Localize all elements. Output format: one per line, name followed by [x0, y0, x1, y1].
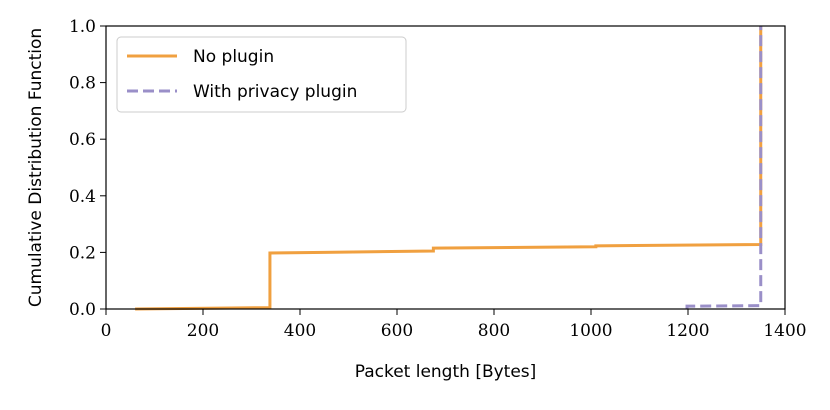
x-tick-label: 400 [284, 321, 316, 341]
y-axis-ticks: 0.0 0.2 0.4 0.6 0.8 1.0 [69, 17, 106, 320]
x-tick-label: 0 [101, 321, 112, 341]
y-tick-label: 0.0 [69, 300, 96, 320]
y-tick-label: 0.8 [69, 74, 96, 94]
x-axis-ticks: 0 200 400 600 800 1000 1200 1400 [101, 309, 807, 341]
y-tick-label: 0.6 [69, 130, 96, 150]
y-tick-label: 0.2 [69, 243, 96, 263]
legend-label-no-plugin: No plugin [193, 47, 274, 67]
legend-box [116, 36, 407, 113]
plot-frame [105, 25, 786, 310]
x-tick-label: 1000 [569, 321, 612, 341]
plot-area [135, 26, 763, 311]
y-axis-title: Cumulative Distribution Function [26, 28, 46, 307]
x-tick-label: 800 [478, 321, 510, 341]
x-tick-label: 600 [381, 321, 413, 341]
legend-label-with-privacy-plugin: With privacy plugin [193, 82, 357, 102]
series-line-no-plugin [135, 26, 763, 311]
legend: No plugin With privacy plugin [116, 36, 407, 113]
x-tick-label: 1200 [666, 321, 709, 341]
series-line-with-privacy-plugin [685, 26, 763, 309]
x-tick-label: 1400 [763, 321, 806, 341]
y-tick-label: 1.0 [69, 17, 96, 37]
y-tick-label: 0.4 [69, 187, 96, 207]
x-axis-title: Packet length [Bytes] [355, 362, 537, 382]
x-tick-label: 200 [187, 321, 219, 341]
